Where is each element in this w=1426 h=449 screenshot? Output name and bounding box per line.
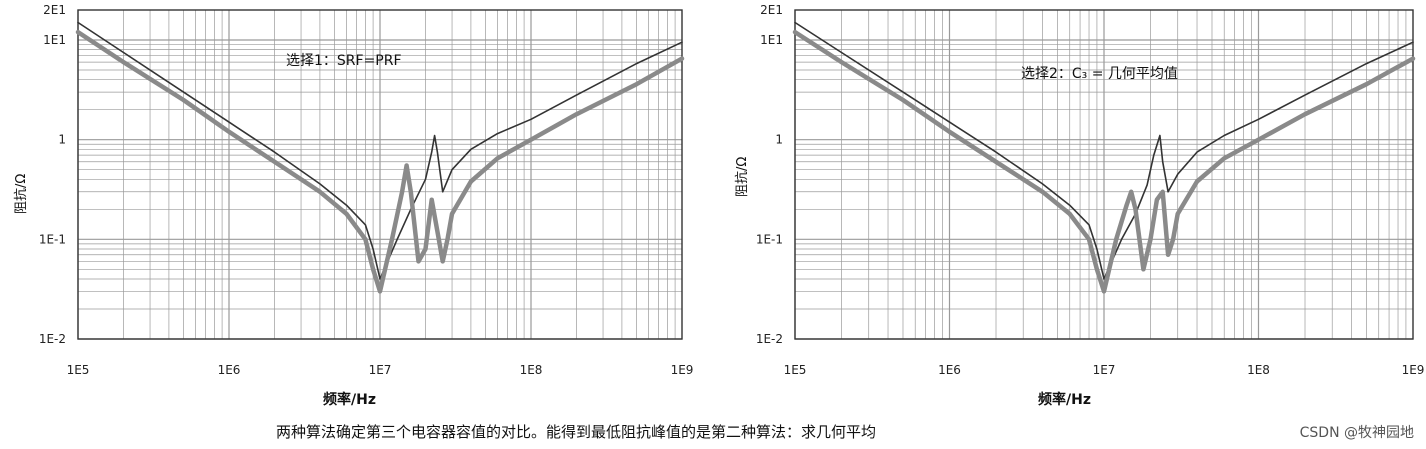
y-tick-label: 1 — [58, 133, 66, 147]
x-tick-label: 1E7 — [369, 363, 392, 377]
y-tick-label: 1 — [775, 133, 783, 147]
series-line-thin — [794, 21, 1414, 280]
x-tick-label: 1E9 — [1402, 363, 1425, 377]
x-tick-label: 1E8 — [1247, 363, 1270, 377]
y-tick-label: 1E-2 — [756, 332, 783, 346]
x-axis-label-right: 频率/Hz — [1038, 392, 1091, 408]
x-tick-label: 1E9 — [671, 363, 694, 377]
figure-caption: 两种算法确定第三个电容器容值的对比。能得到最低阻抗峰值的是第二种算法：求几何平均 — [276, 423, 877, 441]
x-tick-label: 1E7 — [1093, 363, 1116, 377]
y-axis-label-left: 阻抗/Ω — [14, 173, 29, 214]
y-tick-label: 1E1 — [43, 33, 66, 47]
y-tick-label: 1E-1 — [756, 232, 783, 246]
y-tick-label: 2E1 — [760, 3, 783, 17]
watermark: CSDN @牧神园地 — [1299, 425, 1414, 441]
series-line-thin — [77, 21, 683, 280]
chart-title-left: 选择1：SRF=PRF — [286, 53, 402, 69]
plot-frame — [77, 9, 683, 340]
y-tick-label: 1E-2 — [39, 332, 66, 346]
y-tick-label: 1E-1 — [39, 232, 66, 246]
x-tick-label: 1E8 — [520, 363, 543, 377]
chart-title-right: 选择2：C₃ = 几何平均值 — [1021, 66, 1178, 82]
y-tick-label: 2E1 — [43, 3, 66, 17]
grid — [77, 9, 682, 340]
series-line-thick — [75, 29, 685, 294]
plot-frame — [794, 9, 1414, 340]
x-tick-label: 1E6 — [938, 363, 961, 377]
impedance-chart-left: 1E5 1E6 1E7 1E8 1E9 2E1 1E1 1 1E-1 1E-2 — [39, 3, 694, 377]
y-axis-label-right: 阻抗/Ω — [735, 156, 750, 197]
x-tick-label: 1E5 — [784, 363, 807, 377]
y-tick-label: 1E1 — [760, 33, 783, 47]
chart-panel-right: 1E5 1E6 1E7 1E8 1E9 2E1 1E1 1 1E-1 1E-2 选择2：C₃ = … — [715, 0, 1426, 415]
impedance-chart-right: 1E5 1E6 1E7 1E8 1E9 2E1 1E1 1 1E-1 1E-2 — [756, 3, 1425, 377]
x-axis-label-left: 频率/Hz — [323, 392, 376, 408]
chart-panel-left: 1E5 1E6 1E7 1E8 1E9 2E1 1E1 1 1E-1 1E-2 选择1：SRF=P… — [0, 0, 700, 415]
series-line-thick — [792, 29, 1416, 294]
x-tick-label: 1E5 — [67, 363, 90, 377]
x-tick-label: 1E6 — [218, 363, 241, 377]
